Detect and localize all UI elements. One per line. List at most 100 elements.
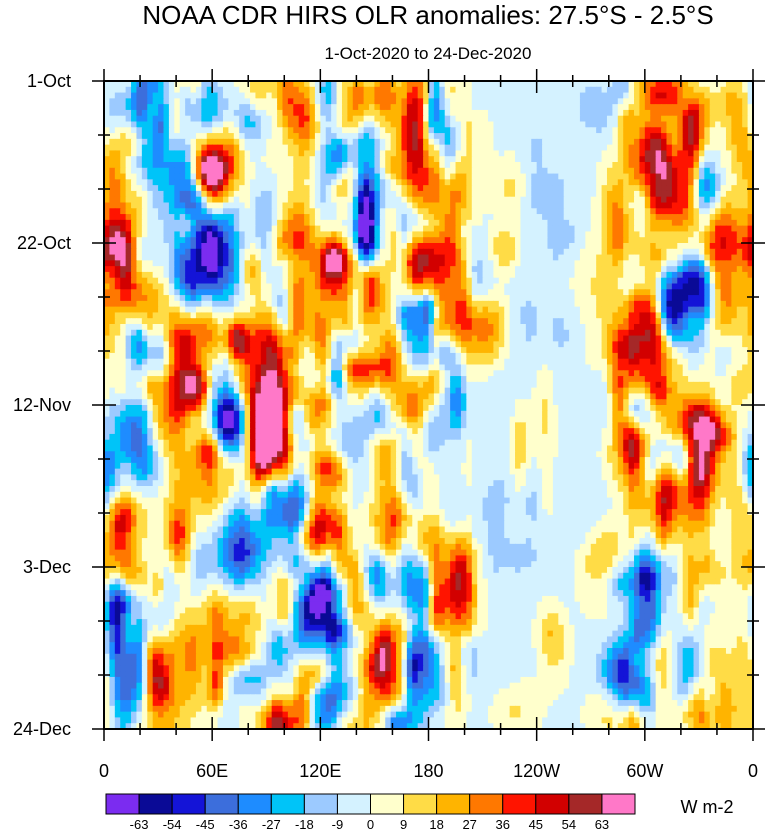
heatmap-cell <box>201 98 208 105</box>
heatmap-cell <box>450 271 457 279</box>
heatmap-cell <box>666 196 673 204</box>
heatmap-cell <box>590 133 597 140</box>
heatmap-cell <box>747 231 753 238</box>
heatmap-cell <box>163 81 170 88</box>
heatmap-cell <box>222 260 229 267</box>
heatmap-cell <box>347 318 354 325</box>
heatmap-cell <box>455 231 462 238</box>
heatmap-cell <box>147 225 154 233</box>
heatmap-cell <box>271 289 278 296</box>
heatmap-cell <box>525 104 532 111</box>
heatmap-cell <box>736 144 743 152</box>
heatmap-cell <box>250 190 257 198</box>
heatmap-cell <box>152 115 159 123</box>
heatmap-cell <box>201 300 208 308</box>
heatmap-cell <box>504 173 511 180</box>
heatmap-cell <box>536 179 543 186</box>
heatmap-cell <box>147 98 154 105</box>
heatmap-cell <box>228 266 235 273</box>
heatmap-cell <box>558 98 565 105</box>
heatmap-cell <box>287 248 294 256</box>
heatmap-cell <box>309 214 316 221</box>
heatmap-cell <box>109 115 116 123</box>
heatmap-cell <box>222 167 229 175</box>
heatmap-cell <box>314 277 321 285</box>
heatmap-cell <box>509 81 516 88</box>
heatmap-cell <box>396 318 403 325</box>
heatmap-cell <box>682 202 689 209</box>
heatmap-cell <box>331 237 338 244</box>
heatmap-cell <box>515 167 522 175</box>
heatmap-cell <box>509 271 516 279</box>
heatmap-cell <box>147 306 154 314</box>
heatmap-cell <box>325 231 332 238</box>
heatmap-cell <box>634 133 641 140</box>
heatmap-cell <box>736 196 743 204</box>
heatmap-cell <box>498 237 505 244</box>
heatmap-cell <box>325 225 332 233</box>
heatmap-cell <box>460 196 467 204</box>
heatmap-cell <box>574 109 581 117</box>
heatmap-cell <box>547 98 554 105</box>
heatmap-cell <box>325 254 332 261</box>
heatmap-cell <box>574 283 581 290</box>
heatmap-cell <box>282 121 289 128</box>
heatmap-cell <box>552 208 559 215</box>
heatmap-cell <box>396 190 403 198</box>
heatmap-cell <box>336 271 343 279</box>
heatmap-cell <box>742 271 749 279</box>
heatmap-cell <box>114 219 121 227</box>
heatmap-cell <box>244 109 251 117</box>
heatmap-cell <box>201 92 208 99</box>
heatmap-cell <box>325 121 332 128</box>
heatmap-cell <box>688 266 695 273</box>
heatmap-cell <box>396 254 403 261</box>
heatmap-cell <box>455 243 462 250</box>
heatmap-cell <box>617 219 624 227</box>
heatmap-cell <box>585 266 592 273</box>
heatmap-cell <box>195 115 202 123</box>
heatmap-cell <box>455 138 462 146</box>
heatmap-cell <box>709 190 716 198</box>
heatmap-cell <box>747 202 753 209</box>
heatmap-cell <box>114 202 121 209</box>
heatmap-cell <box>163 289 170 296</box>
heatmap-cell <box>487 271 494 279</box>
heatmap-cell <box>563 179 570 186</box>
heatmap-cell <box>585 289 592 296</box>
heatmap-cell <box>336 144 343 152</box>
heatmap-cell <box>195 214 202 221</box>
heatmap-cell <box>709 144 716 152</box>
heatmap-cell <box>450 156 457 163</box>
heatmap-cell <box>482 214 489 221</box>
heatmap-cell <box>558 144 565 152</box>
heatmap-cell <box>320 104 327 111</box>
heatmap-cell <box>439 271 446 279</box>
heatmap-cell <box>606 295 613 302</box>
heatmap-cell <box>125 156 132 163</box>
heatmap-cell <box>347 144 354 152</box>
heatmap-cell <box>136 185 143 192</box>
heatmap-cell <box>623 254 630 261</box>
heatmap-cell <box>617 109 624 117</box>
heatmap-cell <box>396 237 403 244</box>
heatmap-cell <box>709 196 716 204</box>
heatmap-cell <box>579 115 586 123</box>
heatmap-cell <box>390 196 397 204</box>
heatmap-cell <box>217 295 224 302</box>
heatmap-cell <box>552 81 559 88</box>
heatmap-cell <box>601 92 608 99</box>
heatmap-cell <box>444 219 451 227</box>
heatmap-cell <box>460 98 467 105</box>
heatmap-cell <box>525 295 532 302</box>
heatmap-cell <box>552 219 559 227</box>
heatmap-cell <box>174 144 181 152</box>
heatmap-cell <box>358 231 365 238</box>
heatmap-cell <box>325 214 332 221</box>
heatmap-cell <box>190 162 197 169</box>
heatmap-cell <box>179 86 186 94</box>
heatmap-cell <box>260 150 267 157</box>
heatmap-cell <box>525 138 532 146</box>
heatmap-cell <box>314 92 321 99</box>
heatmap-cell <box>601 127 608 134</box>
